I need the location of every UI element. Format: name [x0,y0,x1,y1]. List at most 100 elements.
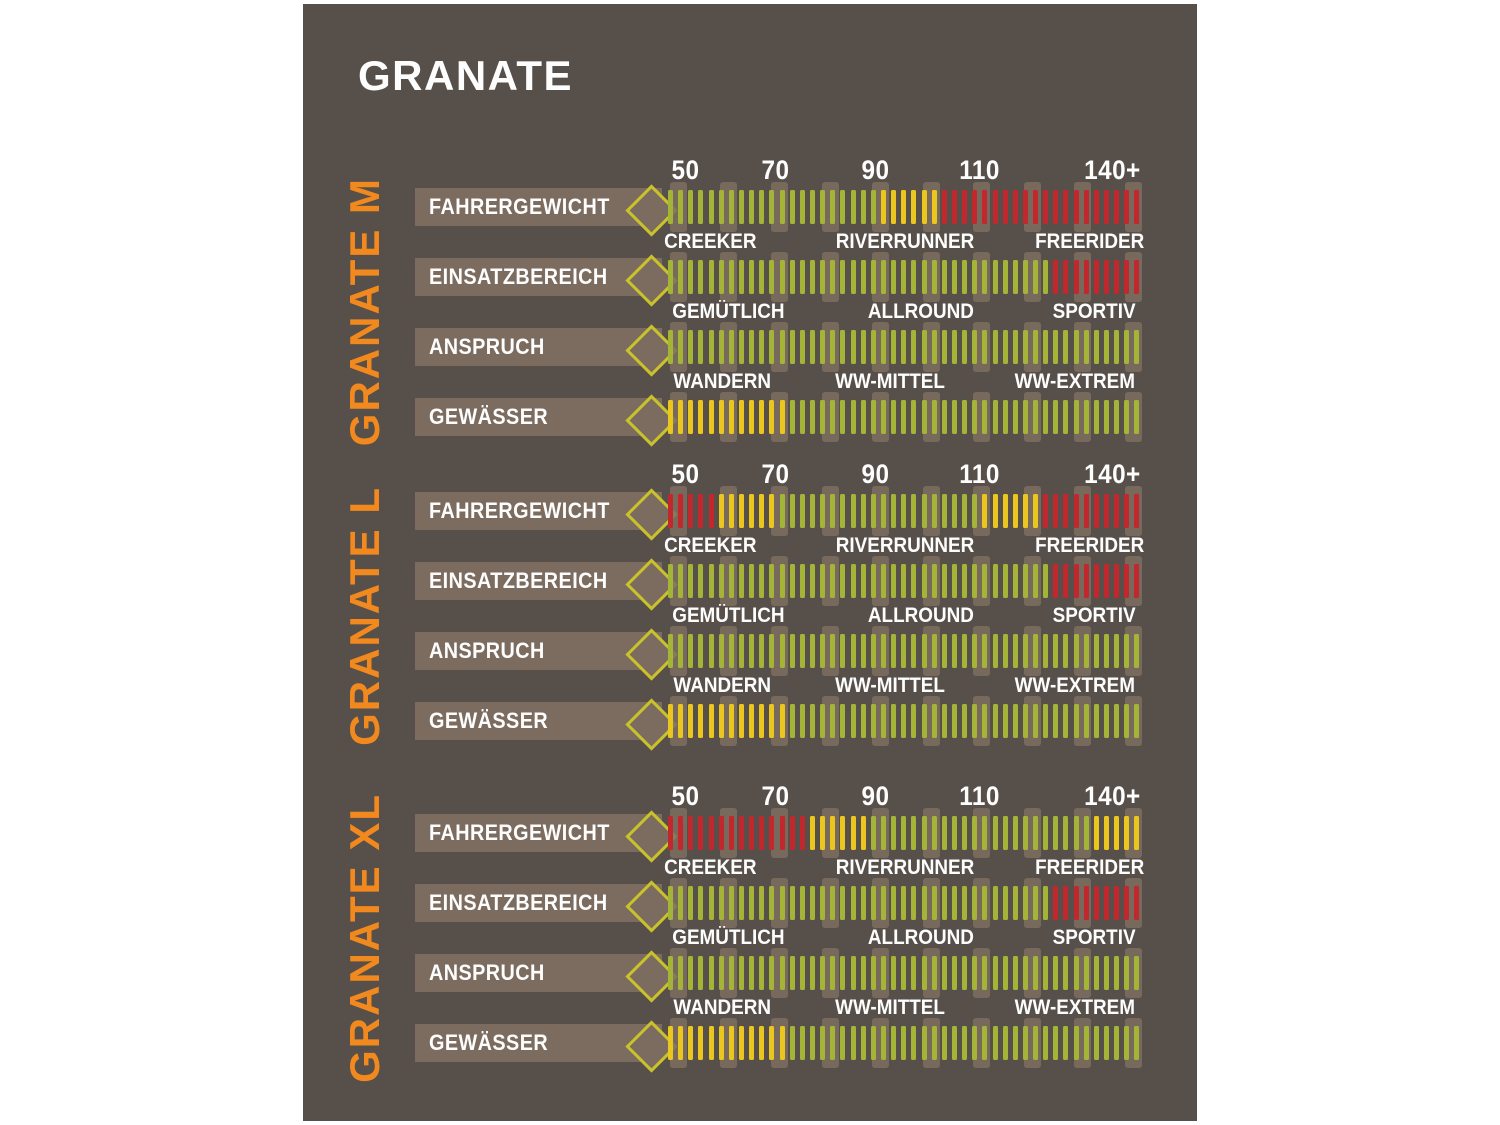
rating-tick-red [1134,564,1140,598]
rating-tick-red [1083,190,1089,224]
rating-tick-green [749,886,755,920]
rating-tick-green [911,400,917,434]
legend-label: CREEKER [600,229,820,255]
legend-row: CREEKER RIVERRUNNER FREERIDER [664,229,1145,255]
label-text: ALLROUND [867,926,974,949]
rating-tick-green [1063,400,1069,434]
rating-tick-red [1104,886,1110,920]
rating-tick-red [759,816,765,850]
rating-tick-green [738,190,744,224]
rating-tick-green [911,1026,917,1060]
rating-tick-green [891,400,897,434]
rating-tick-yellow [1104,816,1110,850]
rating-tick-green [972,400,978,434]
rating-tick-green [830,190,836,224]
rating-tick-green [809,1026,815,1060]
rating-tick-green [901,400,907,434]
rating-tick-green [718,330,724,364]
rating-tick-red [1083,886,1089,920]
rating-tick-green [1022,400,1028,434]
rating-tick-green [779,190,785,224]
rating-bar [668,494,1140,528]
rating-tick-green [870,956,876,990]
rating-tick-green [1022,564,1028,598]
rating-tick-red [1114,260,1120,294]
rating-tick-green [901,634,907,668]
row-label: FAHRERGEWICHT [429,820,610,845]
rating-tick-green [1083,634,1089,668]
rating-tick-green [1012,956,1018,990]
rating-tick-green [1043,956,1049,990]
rating-tick-green [1012,330,1018,364]
legend-label: WW-EXTREM [965,673,1185,699]
rating-tick-green [789,634,795,668]
rating-tick-yellow [688,400,694,434]
rating-tick-red [941,190,947,224]
rating-tick-green [738,330,744,364]
section-label-text: GRANATE L [341,486,388,746]
rating-tick-green [921,816,927,850]
rating-tick-green [1022,704,1028,738]
label-text: FREERIDER [1035,230,1145,253]
rating-tick-green [921,956,927,990]
rating-tick-green [870,634,876,668]
rating-tick-yellow [668,400,673,434]
rating-tick-green [1073,956,1079,990]
rating-tick-yellow [678,400,684,434]
rating-tick-yellow [749,494,755,528]
rating-tick-green [901,704,907,738]
rating-tick-green [728,634,734,668]
rating-tick-green [951,816,957,850]
rating-tick-yellow [901,190,907,224]
label-text: 50 [671,155,700,185]
legend-label: SPORTIV [984,299,1204,325]
rating-tick-yellow [688,1026,694,1060]
rating-tick-green [992,564,998,598]
rating-tick-red [1124,494,1130,528]
rating-tick-green [880,886,886,920]
rating-tick-green [931,400,937,434]
rating-tick-yellow [860,816,866,850]
rating-tick-green [718,956,724,990]
legend-label: WW-MITTEL [780,995,1000,1021]
row-label-band: GEWÄSSER [415,398,662,436]
legend-row: WANDERN WW-MITTEL WW-EXTREM [668,995,1140,1021]
rating-tick-green [992,704,998,738]
rating-tick-yellow [1093,816,1099,850]
rating-tick-yellow [769,1026,775,1060]
rating-tick-green [951,330,957,364]
rating-tick-green [992,956,998,990]
rating-tick-red [749,816,755,850]
rating-tick-green [789,190,795,224]
rating-tick-yellow [718,494,724,528]
rating-tick-green [749,260,755,294]
rating-tick-yellow [921,190,927,224]
rating-tick-green [870,886,876,920]
rating-tick-red [769,816,775,850]
rating-tick-yellow [769,494,775,528]
rating-tick-red [1134,494,1140,528]
rating-tick-green [1022,886,1028,920]
rating-tick-red [1063,494,1069,528]
label-text: 70 [761,155,790,185]
rating-tick-red [668,816,673,850]
rating-tick-green [1063,1026,1069,1060]
rating-tick-green [891,260,897,294]
legend-label: RIVERRUNNER [795,229,1015,255]
rating-tick-green [880,704,886,738]
rating-tick-green [1033,634,1039,668]
rating-tick-yellow [749,704,755,738]
rating-tick-green [972,704,978,738]
label-text: SPORTIV [1052,926,1136,949]
legend-label: WW-MITTEL [780,673,1000,699]
rating-tick-green [738,564,744,598]
rating-tick-green [799,400,805,434]
rating-tick-green [870,190,876,224]
rating-tick-green [1134,1026,1140,1060]
rating-tick-green [830,400,836,434]
rating-tick-green [911,330,917,364]
chart-title: GRANATE [358,52,574,99]
rating-tick-green [1114,634,1120,668]
rating-tick-green [1043,886,1049,920]
rating-tick-green [749,190,755,224]
